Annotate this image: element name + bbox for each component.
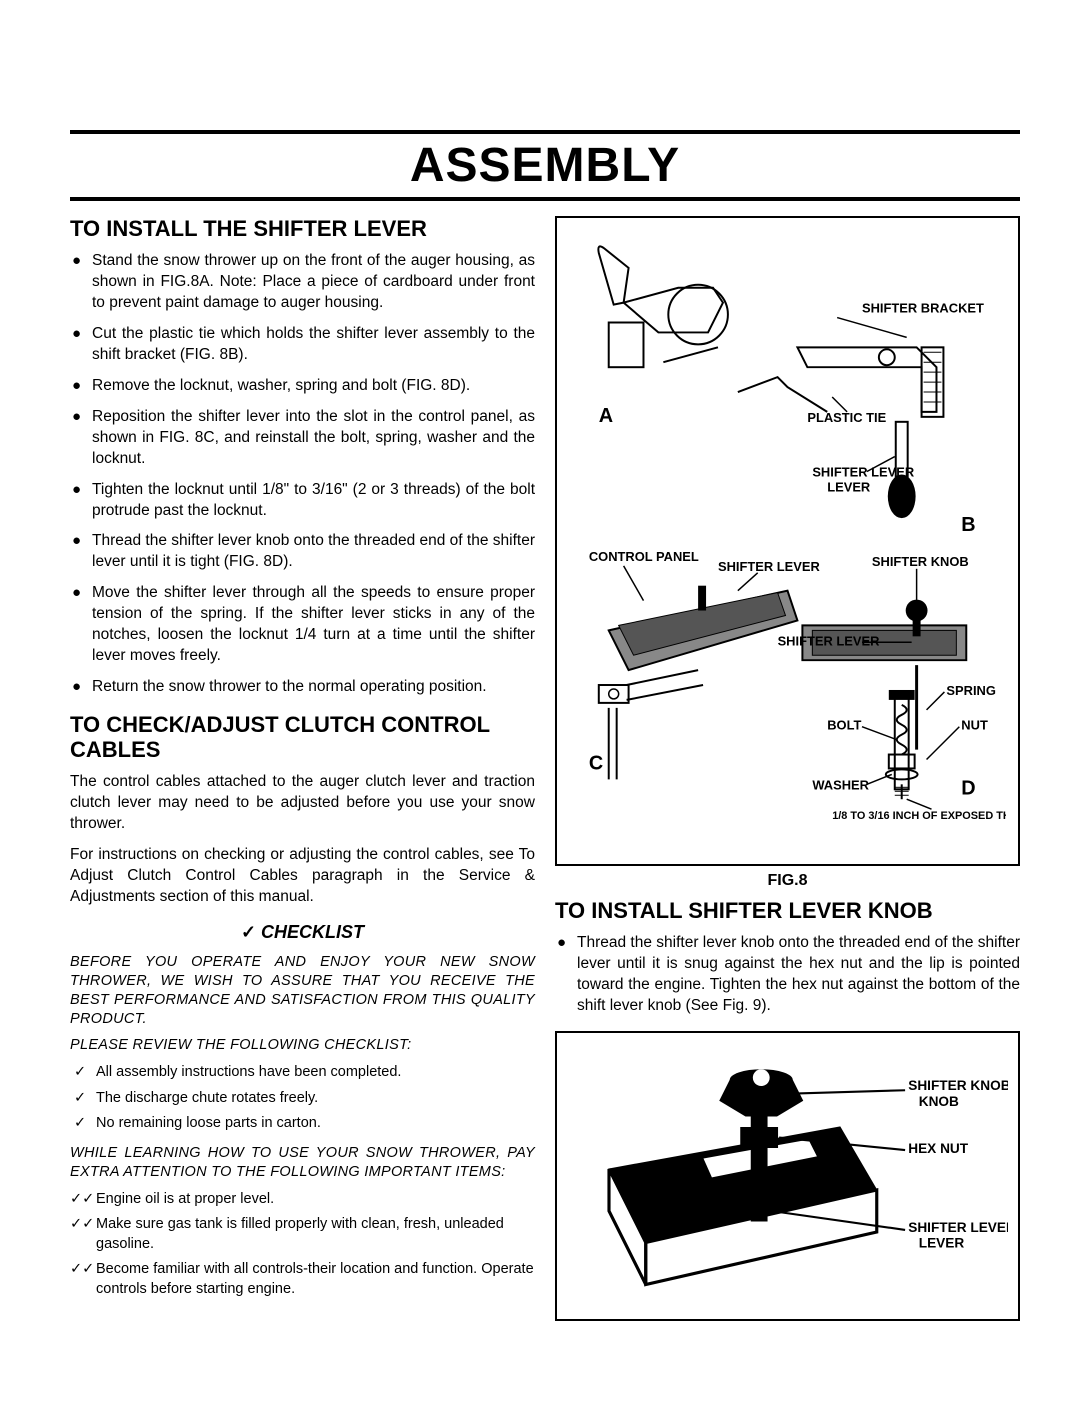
install-knob-list: Thread the shifter lever knob onto the t… [555,933,1020,1017]
list-item: Cut the plastic tie which holds the shif… [70,324,535,366]
fig-label: SHIFTER LEVER [908,1220,1008,1235]
fig-label: SHIFTER LEVER [812,464,915,479]
list-item: Remove the locknut, washer, spring and b… [70,376,535,397]
fig-label-a: A [599,405,613,427]
page-title: ASSEMBLY [70,134,1020,197]
checklist-double: Engine oil is at proper level. Make sure… [70,1190,535,1300]
fig-label: WASHER [812,777,869,792]
fig-label: PLASTIC TIE [807,410,886,425]
section-heading: TO INSTALL THE SHIFTER LEVER [70,216,535,241]
fig-label: SHIFTER KNOB [908,1078,1008,1093]
fig-label: CONTROL PANEL [589,549,699,564]
fig-label: SHIFTER BRACKET [862,301,984,316]
list-item: The discharge chute rotates freely. [70,1089,535,1109]
checklist-heading: CHECKLIST [70,922,535,943]
fig-label-c: C [589,752,603,774]
list-item: Return the snow thrower to the normal op… [70,677,535,698]
fig-label: KNOB [919,1094,959,1109]
paragraph: For instructions on checking or adjustin… [70,845,535,908]
fig-label: SHIFTER LEVER [778,633,881,648]
fig-label: 1/8 TO 3/16 INCH OF EXPOSED THREADS [832,810,1006,822]
checklist-intro: PLEASE REVIEW THE FOLLOWING CHECKLIST: [70,1036,535,1055]
fig-label-d: D [961,777,975,799]
section-heading: TO INSTALL SHIFTER LEVER KNOB [555,898,1020,923]
list-item: Reposition the shifter lever into the sl… [70,407,535,470]
paragraph: The control cables attached to the auger… [70,772,535,835]
fig-label: LEVER [919,1236,965,1251]
figure-9: SHIFTER KNOB KNOB HEX NUT SHIFTER LEVER … [555,1031,1020,1321]
fig-label: SHIFTER LEVER [718,559,821,574]
fig-label: BOLT [827,718,861,733]
fig-label: HEX NUT [908,1141,969,1156]
fig-label-b: B [961,514,975,536]
fig-label: NUT [961,718,988,733]
figure-8: A SHIFTER BRACKET [555,216,1020,866]
install-shifter-list: Stand the snow thrower up on the front o… [70,251,535,698]
section-heading: TO CHECK/ADJUST CLUTCH CONTROL CABLES [70,712,535,763]
checklist-single: All assembly instructions have been comp… [70,1063,535,1134]
list-item: Become familiar with all controls-their … [70,1260,535,1299]
list-item: Make sure gas tank is filled properly wi… [70,1215,535,1254]
list-item: No remaining loose parts in carton. [70,1114,535,1134]
list-item: Engine oil is at proper level. [70,1190,535,1210]
checklist-intro: BEFORE YOU OPERATE AND ENJOY YOUR NEW SN… [70,953,535,1028]
list-item: Thread the shifter lever knob onto the t… [555,933,1020,1017]
figure-8-caption: FIG.8 [555,872,1020,890]
list-item: Tighten the locknut until 1/8" to 3/16" … [70,480,535,522]
fig-label: LEVER [827,479,871,494]
list-item: Stand the snow thrower up on the front o… [70,251,535,314]
fig-label: SPRING [946,683,995,698]
list-item: All assembly instructions have been comp… [70,1063,535,1083]
list-item: Move the shifter lever through all the s… [70,583,535,667]
list-item: Thread the shifter lever knob onto the t… [70,531,535,573]
fig-label: SHIFTER KNOB [872,554,969,569]
checklist-mid: WHILE LEARNING HOW TO USE YOUR SNOW THRO… [70,1144,535,1182]
